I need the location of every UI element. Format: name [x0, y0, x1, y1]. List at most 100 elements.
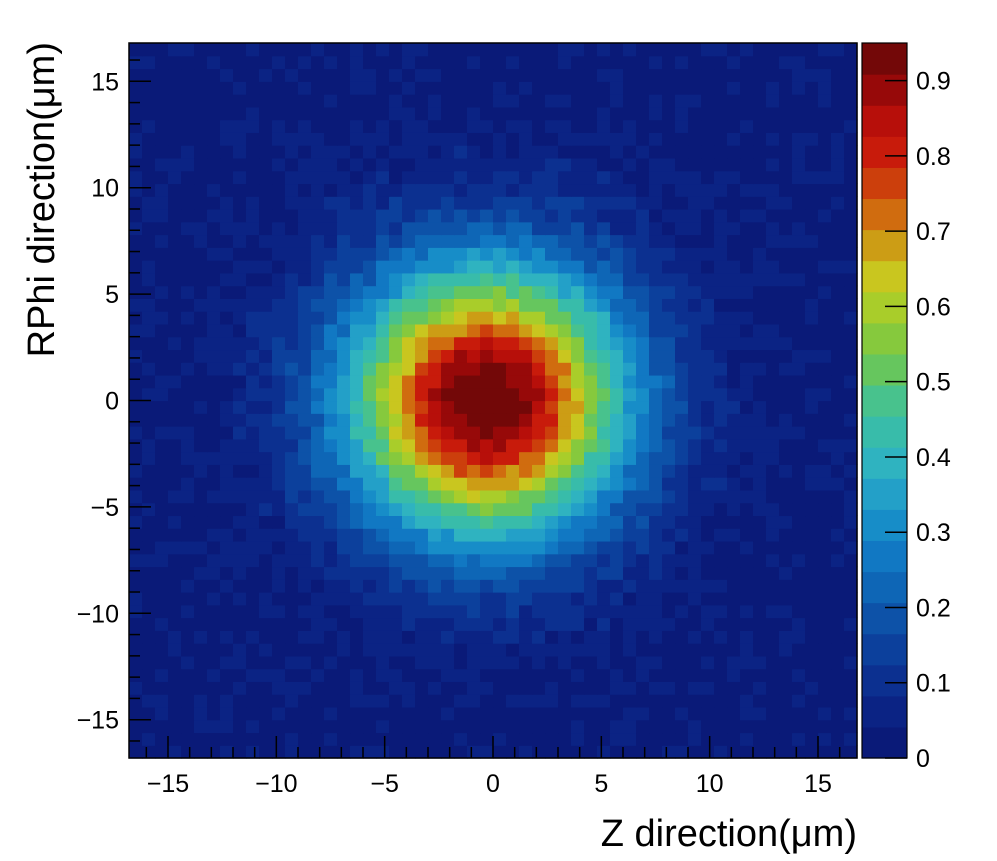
heatmap-cell: [740, 745, 754, 759]
heatmap-cell: [259, 145, 273, 159]
heatmap-cell: [584, 68, 598, 82]
heatmap-cell: [571, 323, 585, 338]
heatmap-cell: [207, 745, 221, 759]
heatmap-cell: [818, 68, 832, 82]
heatmap-cell: [480, 81, 494, 95]
heatmap-cell: [376, 349, 390, 363]
heatmap-cell: [194, 362, 208, 376]
heatmap-cell: [168, 374, 182, 389]
heatmap-cell: [753, 260, 767, 274]
heatmap-cell: [207, 566, 221, 580]
heatmap-cell: [792, 260, 806, 274]
heatmap-cell: [272, 311, 286, 325]
heatmap-cell: [558, 732, 572, 746]
heatmap-cell: [441, 630, 455, 644]
heatmap-cell: [311, 540, 325, 555]
heatmap-cell: [675, 566, 689, 580]
heatmap-cell: [337, 132, 351, 146]
heatmap-cell: [662, 400, 676, 414]
heatmap-cell: [623, 630, 637, 644]
heatmap-cell: [207, 145, 221, 159]
heatmap-cell: [129, 489, 143, 504]
heatmap-cell: [818, 132, 832, 146]
heatmap-cell: [155, 336, 169, 351]
heatmap-cell: [233, 323, 247, 338]
heatmap-cell: [727, 349, 741, 363]
heatmap-cell: [831, 515, 845, 529]
heatmap-cell: [285, 323, 299, 338]
heatmap-cell: [506, 477, 520, 491]
heatmap-cell: [467, 528, 481, 542]
heatmap-cell: [311, 234, 325, 248]
heatmap-cell: [168, 464, 182, 478]
heatmap-cell: [701, 655, 715, 670]
heatmap-cell: [649, 413, 663, 427]
heatmap-cell: [272, 502, 286, 517]
heatmap-cell: [649, 55, 663, 70]
heatmap-cell: [233, 132, 247, 146]
heatmap-cell: [506, 94, 520, 108]
heatmap-cell: [168, 579, 182, 593]
heatmap-cell: [701, 592, 715, 606]
heatmap-cell: [831, 208, 845, 223]
heatmap-cell: [753, 694, 767, 708]
heatmap-cell: [740, 285, 754, 299]
heatmap-cell: [649, 234, 663, 248]
heatmap-cell: [831, 745, 845, 759]
heatmap-cell: [415, 285, 429, 299]
heatmap-cell: [675, 719, 689, 734]
heatmap-cell: [246, 170, 260, 185]
heatmap-cell: [805, 553, 819, 568]
heatmap-cell: [428, 566, 442, 580]
heatmap-cell: [493, 579, 507, 593]
heatmap-cell: [363, 502, 377, 517]
heatmap-cell: [571, 362, 585, 376]
heatmap-cell: [168, 732, 182, 746]
heatmap-cell: [558, 221, 572, 236]
heatmap-cell: [363, 745, 377, 759]
heatmap-cell: [155, 272, 169, 287]
heatmap-cell: [142, 719, 156, 734]
heatmap-cell: [207, 528, 221, 542]
heatmap-cell: [545, 311, 559, 325]
heatmap-cell: [688, 413, 702, 427]
heatmap-cell: [428, 438, 442, 453]
heatmap-cell: [246, 528, 260, 542]
heatmap-cell: [142, 170, 156, 185]
heatmap-cell: [298, 668, 312, 682]
heatmap-cell: [831, 157, 845, 172]
heatmap-cell: [363, 604, 377, 619]
heatmap-cell: [389, 579, 403, 593]
heatmap-cell: [467, 132, 481, 146]
heatmap-cell: [688, 617, 702, 631]
heatmap-cell: [259, 196, 273, 210]
heatmap-cell: [311, 617, 325, 631]
heatmap-cell: [597, 362, 611, 376]
heatmap-cell: [519, 157, 533, 172]
heatmap-cell: [311, 745, 325, 759]
heatmap-cell: [662, 413, 676, 427]
heatmap-cell: [675, 502, 689, 517]
heatmap-cell: [805, 681, 819, 695]
heatmap-cell: [129, 196, 143, 210]
heatmap-cell: [649, 260, 663, 274]
heatmap-cell: [454, 655, 468, 670]
heatmap-cell: [428, 94, 442, 108]
heatmap-cell: [441, 438, 455, 453]
heatmap-cell: [181, 451, 195, 465]
heatmap-cell: [337, 451, 351, 465]
heatmap-cell: [129, 502, 143, 517]
heatmap-cell: [389, 566, 403, 580]
heatmap-cell: [597, 630, 611, 644]
heatmap-cell: [493, 438, 507, 453]
heatmap-cell: [363, 132, 377, 146]
heatmap-cell: [532, 655, 546, 670]
heatmap-cell: [584, 719, 598, 734]
heatmap-cell: [493, 336, 507, 351]
heatmap-cell: [545, 132, 559, 146]
heatmap-cell: [246, 655, 260, 670]
heatmap-cell: [389, 706, 403, 721]
heatmap-cell: [168, 592, 182, 606]
heatmap-cell: [324, 528, 338, 542]
heatmap-cell: [155, 298, 169, 312]
